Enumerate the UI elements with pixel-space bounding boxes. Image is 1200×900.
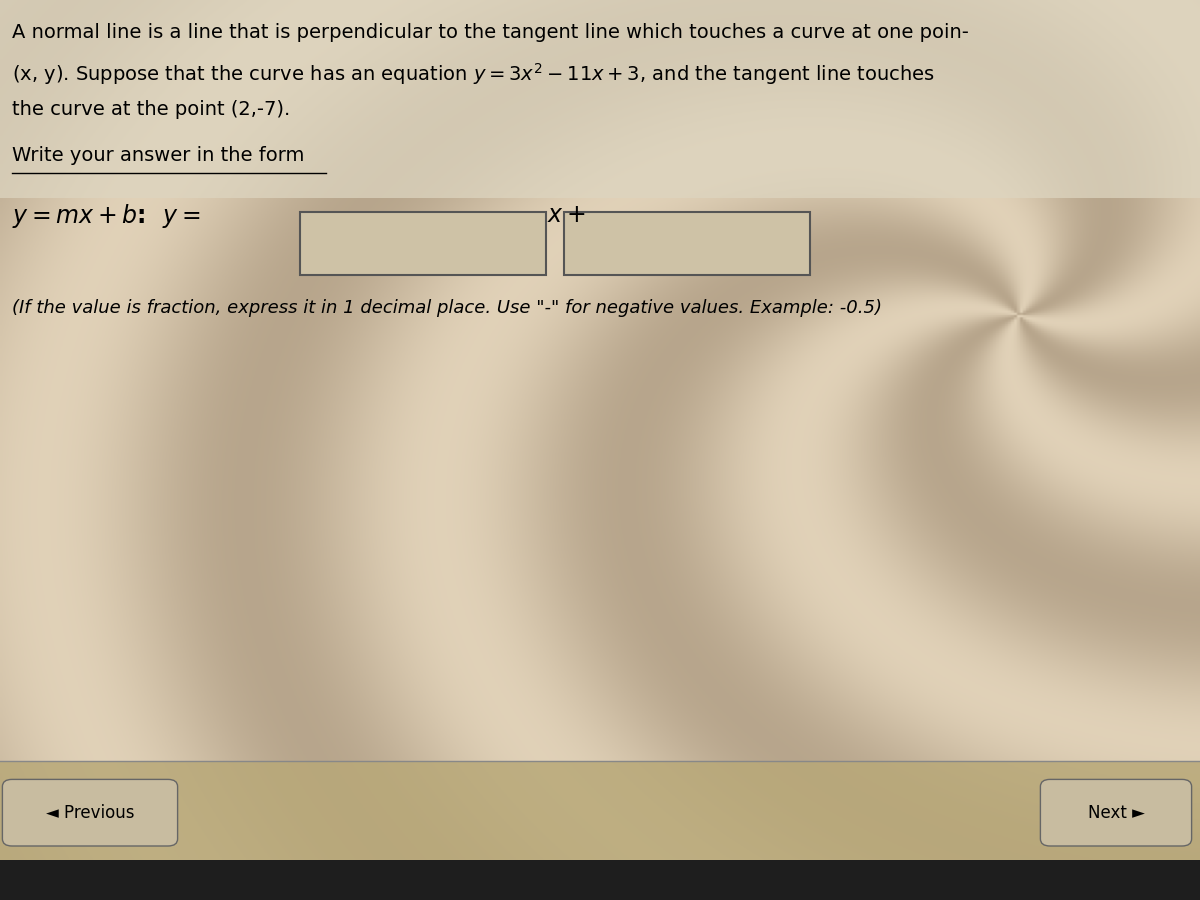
Text: ◄ Previous: ◄ Previous [46, 804, 134, 822]
FancyBboxPatch shape [0, 760, 1200, 900]
Text: $y = mx + b$:  $y =$: $y = mx + b$: $y =$ [12, 202, 200, 230]
FancyBboxPatch shape [300, 212, 546, 274]
FancyBboxPatch shape [0, 860, 1200, 900]
Text: the curve at the point (2,-7).: the curve at the point (2,-7). [12, 100, 290, 119]
Text: Next ►: Next ► [1087, 804, 1145, 822]
Text: Write your answer in the form: Write your answer in the form [12, 146, 305, 165]
FancyBboxPatch shape [1040, 779, 1192, 846]
Text: (If the value is fraction, express it in 1 decimal place. Use "-" for negative v: (If the value is fraction, express it in… [12, 299, 882, 317]
Text: (x, y). Suppose that the curve has an equation $y = 3x^2 - 11x + 3$, and the tan: (x, y). Suppose that the curve has an eq… [12, 61, 935, 87]
FancyBboxPatch shape [2, 779, 178, 846]
FancyBboxPatch shape [564, 212, 810, 274]
FancyBboxPatch shape [0, 0, 1200, 198]
Text: $x+$: $x+$ [547, 202, 586, 227]
Text: A normal line is a line that is perpendicular to the tangent line which touches : A normal line is a line that is perpendi… [12, 22, 968, 41]
